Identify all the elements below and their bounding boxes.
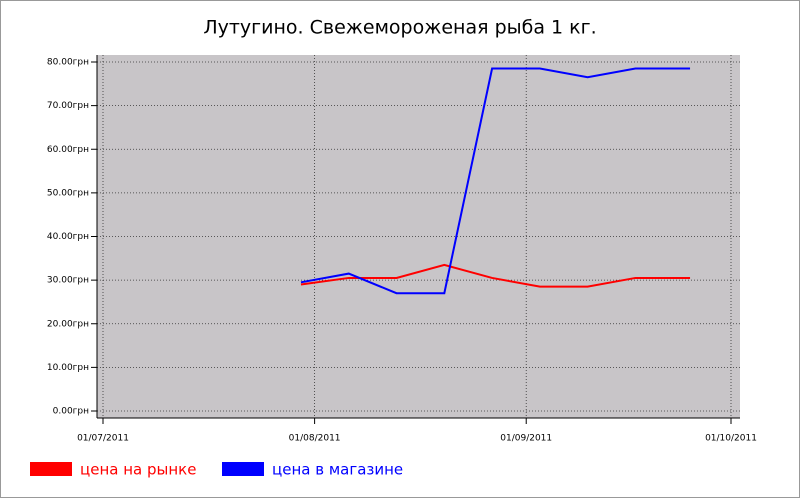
series-line (300, 67, 691, 295)
chart-title: Лутугино. Свежемороженая рыба 1 кг. (203, 17, 596, 39)
x-tick-label: 01/10/2011 (705, 434, 757, 444)
y-tick-label: 50.00грн (47, 188, 89, 198)
y-tick-label: 20.00грн (47, 319, 89, 329)
x-tick-label: 01/08/2011 (289, 434, 341, 444)
legend-label: цена на рынке (80, 461, 196, 479)
x-tick-label: 01/09/2011 (500, 434, 552, 444)
y-tick-label: 70.00грн (47, 101, 89, 111)
legend-label: цена в магазине (272, 461, 403, 479)
series-line (300, 263, 691, 288)
legend-swatch (30, 462, 72, 476)
y-tick-label: 60.00грн (47, 145, 89, 155)
y-tick-label: 80.00грн (47, 58, 89, 68)
legend-swatch (222, 462, 264, 476)
y-tick-label: 10.00грн (47, 363, 89, 373)
y-tick-label: 0.00грн (53, 407, 89, 417)
y-tick-label: 30.00грн (47, 276, 89, 286)
x-tick-label: 01/07/2011 (77, 434, 129, 444)
y-tick-label: 40.00грн (47, 232, 89, 242)
